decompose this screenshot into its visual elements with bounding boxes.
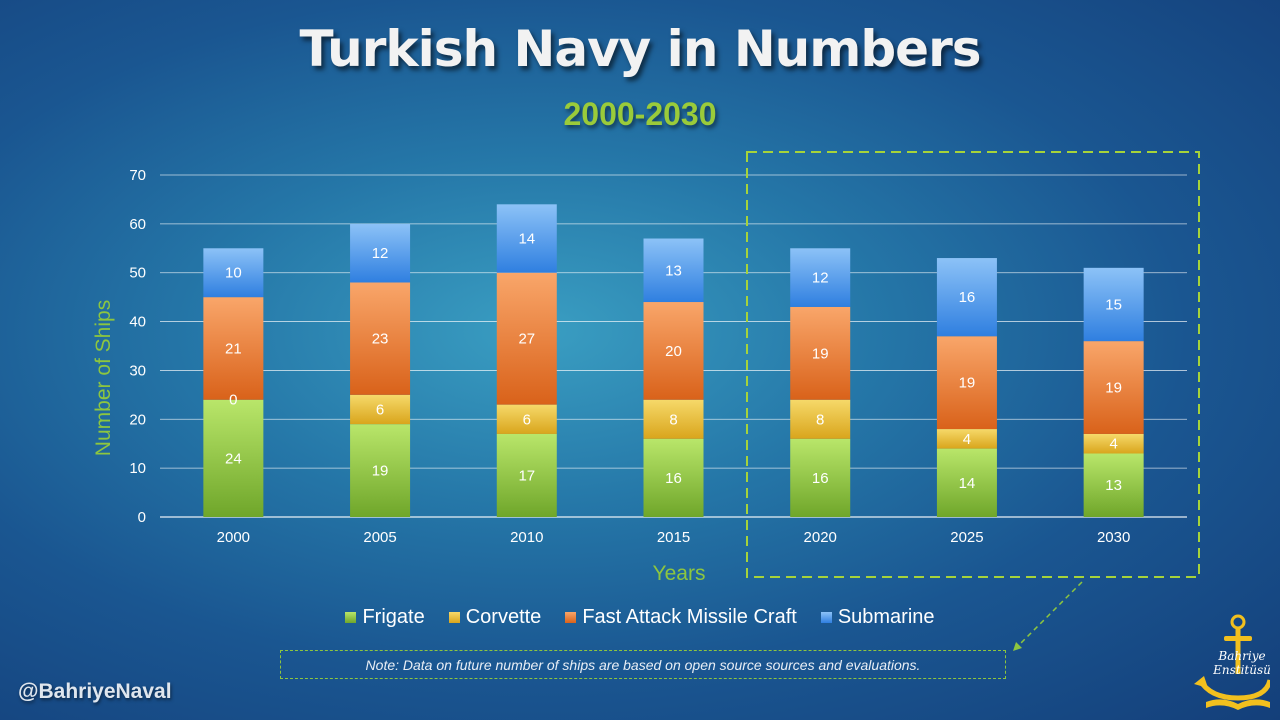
bar-fast-attack-missile-craft-2025 — [936, 336, 997, 430]
x-tick-label-2015: 2015 — [657, 529, 690, 546]
data-label-fast-attack-missile-craft-2000: 21 — [225, 340, 242, 357]
data-label-frigate-2020: 16 — [812, 470, 829, 487]
data-label-fast-attack-missile-craft-2020: 19 — [812, 345, 829, 362]
bar-frigate-2015 — [643, 438, 704, 517]
data-label-corvette-2000: 0 — [229, 392, 237, 409]
data-label-submarine-2030: 15 — [1105, 296, 1122, 313]
bar-submarine-2030 — [1083, 267, 1144, 342]
data-label-frigate-2010: 17 — [518, 467, 535, 484]
bar-frigate-2020 — [790, 438, 851, 517]
x-tick-label-2020: 2020 — [804, 529, 837, 546]
bar-submarine-2025 — [936, 258, 997, 337]
y-tick-label: 0 — [138, 509, 146, 526]
data-label-corvette-2005: 6 — [376, 402, 384, 419]
bahriye-enstitusu-logo: Bahriye Enstitüsü — [1194, 614, 1270, 710]
bar-submarine-2020 — [790, 248, 851, 307]
data-label-submarine-2000: 10 — [225, 265, 242, 282]
y-tick-label: 20 — [129, 411, 146, 428]
x-axis-label: Years — [652, 562, 706, 585]
y-tick-label: 60 — [129, 216, 146, 233]
legend-label-frigate: Frigate — [362, 606, 425, 628]
legend-label-corvette: Corvette — [465, 606, 542, 628]
data-label-frigate-2000: 24 — [225, 450, 242, 467]
data-label-fast-attack-missile-craft-2005: 23 — [372, 331, 389, 348]
data-label-submarine-2010: 14 — [518, 231, 535, 248]
x-tick-label-2025: 2025 — [950, 529, 983, 546]
y-tick-label: 30 — [129, 362, 146, 379]
y-tick-label: 50 — [129, 265, 146, 282]
logo-text-2: Enstitüsü — [1212, 663, 1270, 677]
legend-item-submarine: Submarine — [820, 606, 935, 629]
bar-corvette-2005 — [350, 394, 411, 425]
bar-corvette-2010 — [496, 404, 557, 434]
y-tick-label: 40 — [129, 314, 146, 331]
legend: Frigate Corvette Fast Attack Missile Cra… — [0, 606, 1280, 629]
bar-frigate-2005 — [350, 424, 411, 517]
data-label-corvette-2010: 6 — [523, 411, 531, 428]
y-tick-label: 10 — [129, 460, 146, 477]
legend-item-fast-attack: Fast Attack Missile Craft — [565, 606, 797, 629]
note-pointer-arrowhead — [1013, 642, 1022, 651]
bar-fast-attack-missile-craft-2010 — [496, 272, 557, 405]
bar-corvette-2025 — [936, 429, 997, 449]
data-label-corvette-2020: 8 — [816, 411, 824, 428]
data-label-fast-attack-missile-craft-2015: 20 — [665, 343, 682, 360]
forecast-highlight-box — [746, 151, 1200, 578]
legend-swatch-frigate — [345, 612, 357, 623]
social-handle: @BahriyeNaval — [18, 680, 172, 703]
bar-submarine-2015 — [643, 238, 704, 303]
data-label-corvette-2030: 4 — [1109, 436, 1117, 453]
data-label-submarine-2005: 12 — [372, 245, 389, 262]
bar-fast-attack-missile-craft-2020 — [790, 306, 851, 400]
data-label-frigate-2025: 14 — [959, 475, 976, 492]
bar-corvette-2020 — [790, 399, 851, 439]
bar-corvette-2030 — [1083, 433, 1144, 454]
x-tick-label-2000: 2000 — [217, 529, 250, 546]
note-pointer-line — [1015, 581, 1083, 649]
bar-submarine-2010 — [496, 204, 557, 273]
x-tick-label-2010: 2010 — [510, 529, 543, 546]
data-label-submarine-2015: 13 — [665, 262, 682, 279]
data-label-fast-attack-missile-craft-2025: 19 — [959, 375, 976, 392]
bar-frigate-2030 — [1083, 453, 1144, 517]
data-label-corvette-2025: 4 — [963, 431, 971, 448]
bar-frigate-2025 — [936, 448, 997, 517]
legend-swatch-corvette — [448, 612, 460, 623]
bar-fast-attack-missile-craft-2005 — [350, 282, 411, 395]
y-tick-label: 70 — [129, 167, 146, 184]
data-label-fast-attack-missile-craft-2030: 19 — [1105, 380, 1122, 397]
chart-title: Turkish Navy in Numbers — [299, 20, 981, 78]
logo-text-1: Bahriye — [1217, 649, 1265, 663]
legend-item-corvette: Corvette — [448, 606, 542, 629]
bar-fast-attack-missile-craft-2030 — [1083, 341, 1144, 434]
bar-frigate-2010 — [496, 433, 557, 517]
legend-swatch-fast-attack — [565, 612, 577, 623]
bar-submarine-2005 — [350, 223, 411, 283]
bar-corvette-2015 — [643, 399, 704, 439]
legend-label-submarine: Submarine — [837, 606, 935, 628]
legend-item-frigate: Frigate — [345, 606, 425, 629]
bar-fast-attack-missile-craft-2000 — [203, 297, 264, 400]
legend-swatch-submarine — [820, 612, 832, 623]
footnote: Note: Data on future number of ships are… — [280, 650, 1006, 679]
x-tick-label-2005: 2005 — [363, 529, 396, 546]
x-tick-label-2030: 2030 — [1097, 529, 1130, 546]
bar-frigate-2000 — [203, 399, 264, 517]
data-label-submarine-2020: 12 — [812, 270, 829, 287]
y-axis-label: Number of Ships — [92, 299, 115, 457]
bar-fast-attack-missile-craft-2015 — [643, 302, 704, 400]
data-label-submarine-2025: 16 — [959, 289, 976, 306]
data-label-corvette-2015: 8 — [669, 411, 677, 428]
data-label-frigate-2005: 19 — [372, 463, 389, 480]
chart-subtitle: 2000-2030 — [563, 96, 717, 132]
bar-submarine-2000 — [203, 248, 264, 298]
legend-label-fast-attack: Fast Attack Missile Craft — [582, 606, 797, 628]
data-label-frigate-2015: 16 — [665, 470, 682, 487]
data-label-fast-attack-missile-craft-2010: 27 — [518, 331, 535, 348]
data-label-frigate-2030: 13 — [1105, 477, 1122, 494]
